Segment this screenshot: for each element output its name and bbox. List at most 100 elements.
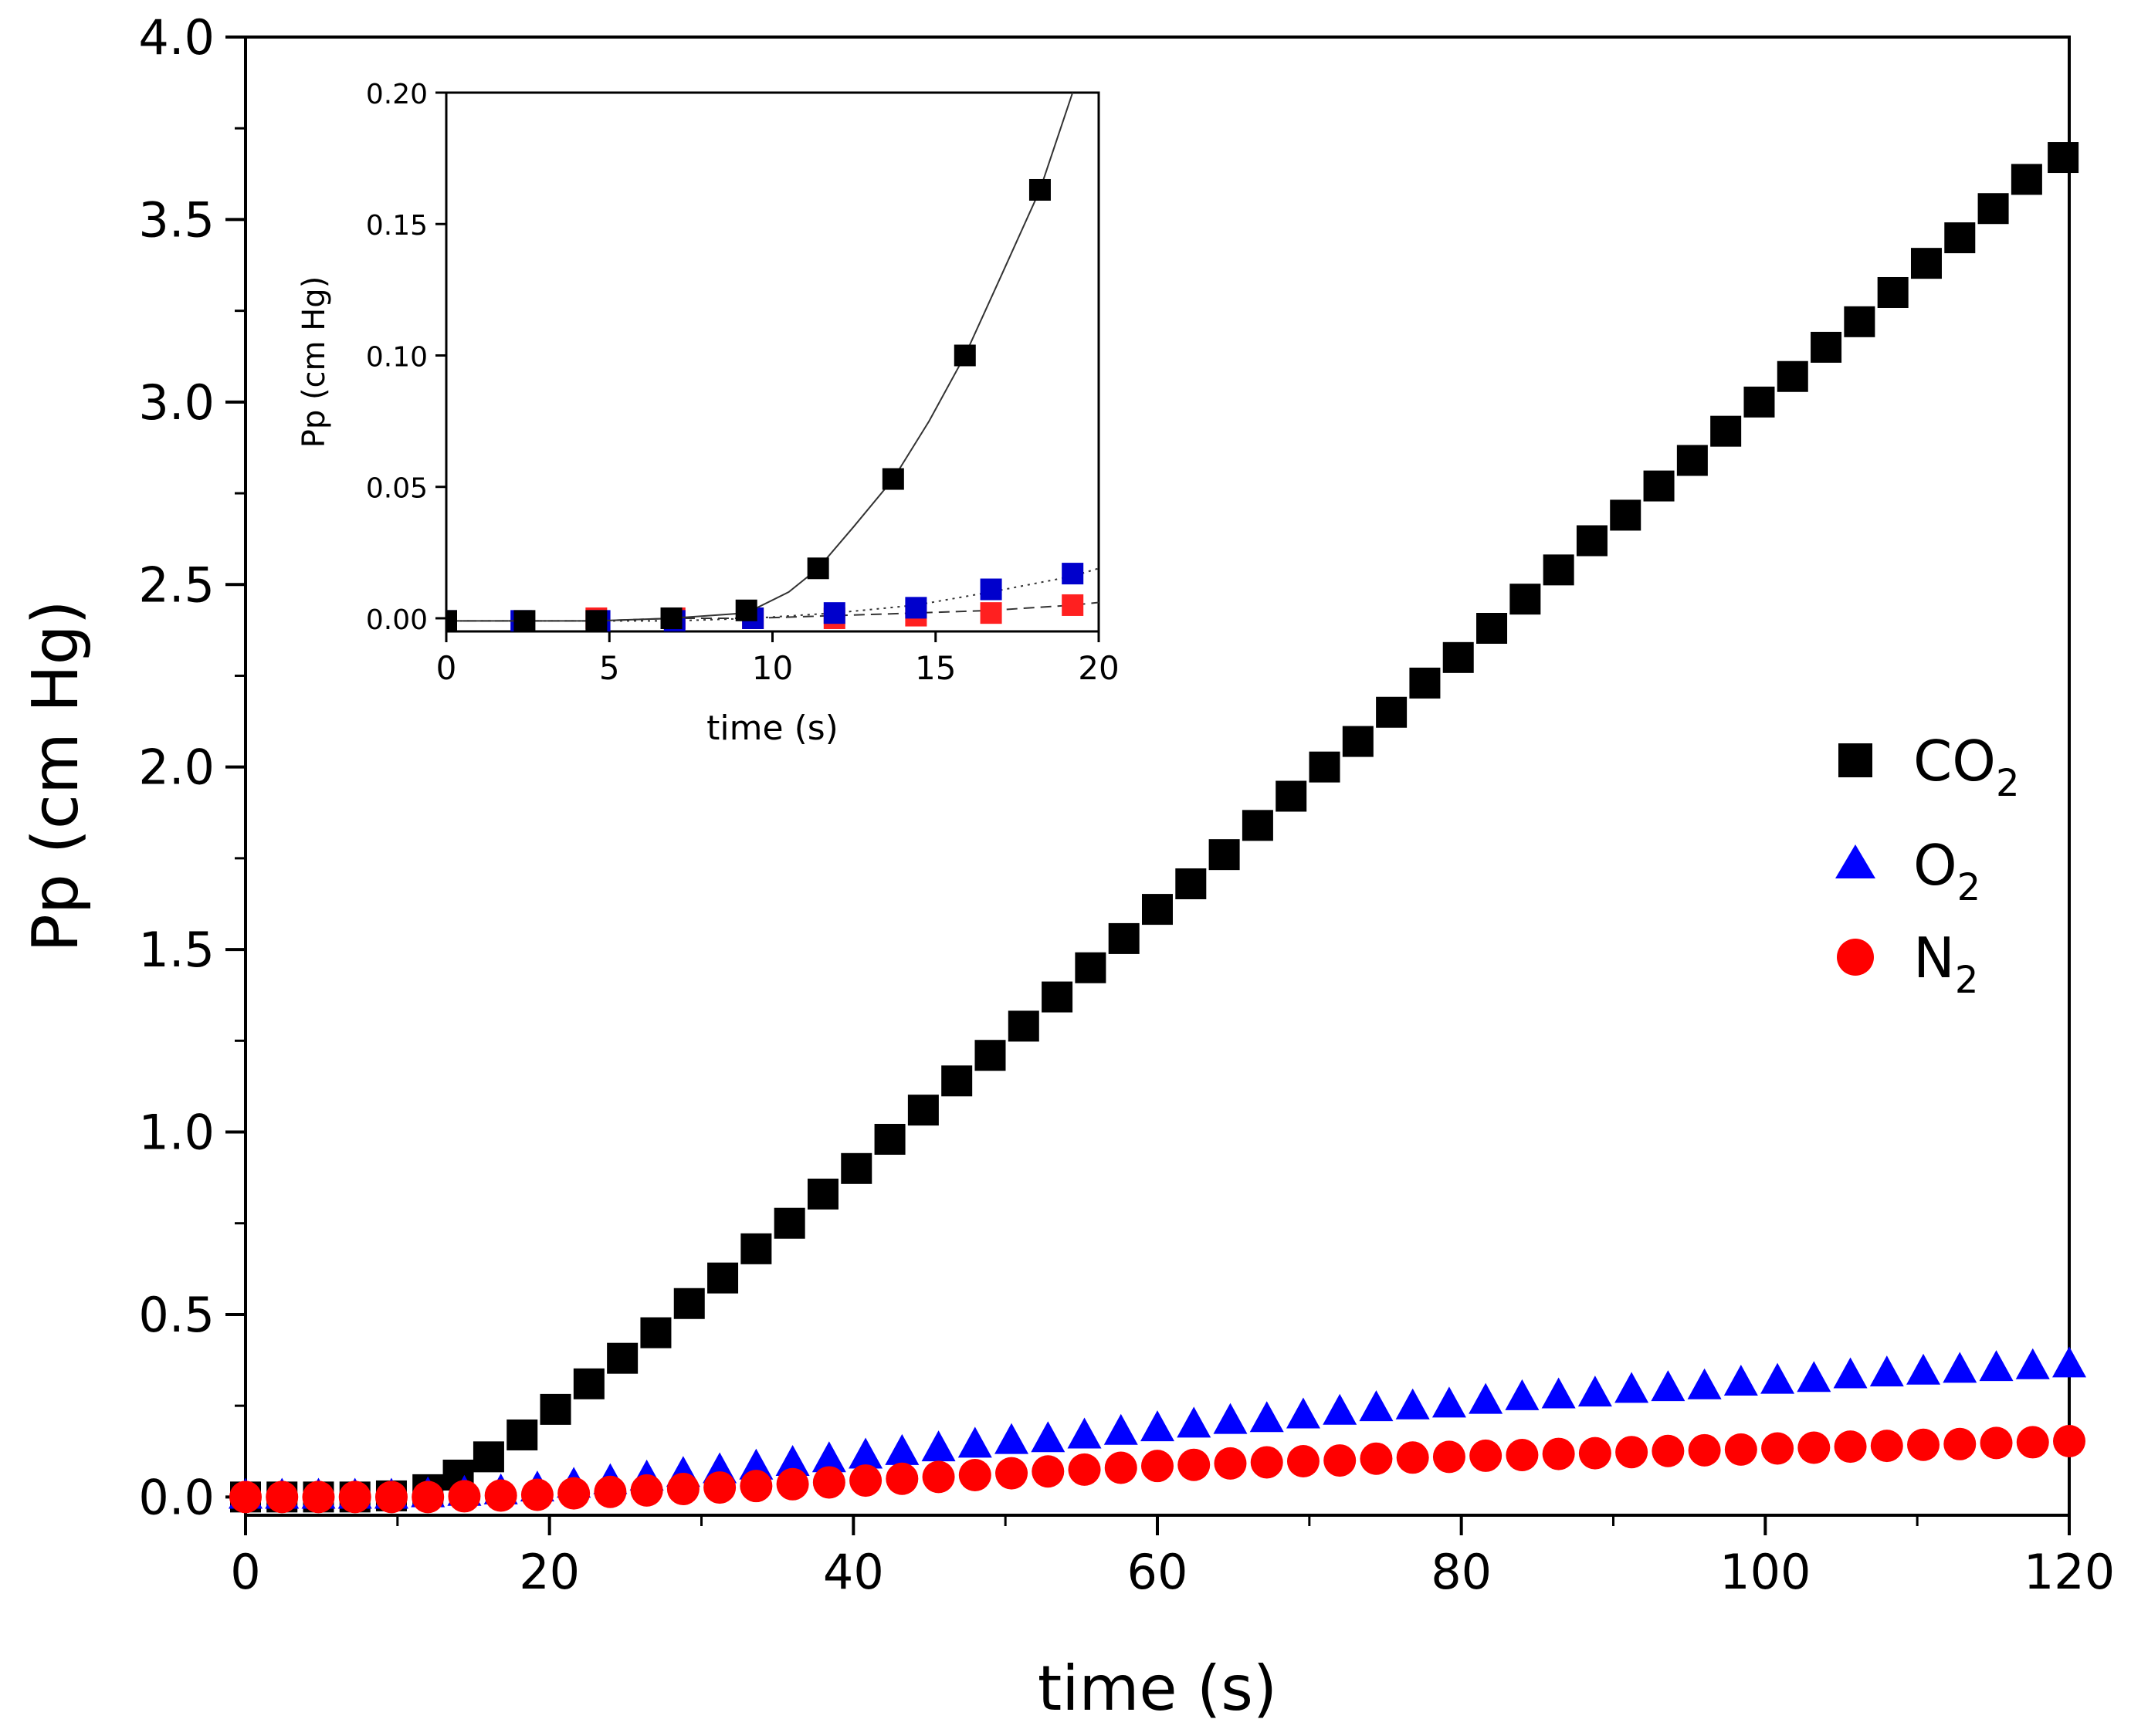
- legend-label-subscript: 2: [1957, 866, 1981, 909]
- o2-point: [1979, 1350, 2014, 1382]
- inset-co2-point: [735, 599, 757, 621]
- co2-point: [774, 1207, 805, 1239]
- y-tick-label: 2.0: [138, 739, 215, 796]
- y-tick-label: 4.0: [138, 9, 215, 66]
- co2-point: [1710, 415, 1742, 447]
- n2-point: [849, 1464, 883, 1497]
- o2-point: [1395, 1388, 1430, 1420]
- n2-point: [1068, 1453, 1101, 1486]
- o2-point: [885, 1433, 920, 1465]
- co2-point: [1977, 193, 2009, 225]
- co2-point: [573, 1368, 605, 1399]
- co2-point: [1208, 839, 1240, 871]
- n2-point: [1907, 1428, 1940, 1461]
- y-tick-label: 2.5: [138, 557, 215, 613]
- n2-point: [740, 1470, 773, 1503]
- series-n2: [229, 1425, 2085, 1514]
- n2-point: [1834, 1430, 1867, 1464]
- n2-point: [666, 1472, 700, 1505]
- n2-point: [448, 1480, 481, 1513]
- co2-point: [1242, 810, 1273, 841]
- co2-point: [673, 1288, 705, 1319]
- o2-point: [739, 1448, 774, 1480]
- legend-label-base: CO: [1913, 729, 1996, 794]
- o2-point: [1723, 1364, 1758, 1396]
- n2-point: [1250, 1446, 1283, 1479]
- co2-point: [1777, 360, 1808, 392]
- inset-y-tick-label: 0.05: [366, 473, 428, 505]
- co2-point: [2011, 164, 2042, 195]
- co2-point: [1811, 331, 1842, 363]
- co2-point: [1075, 952, 1106, 983]
- co2-point: [974, 1040, 1006, 1071]
- legend-label-subscript: 2: [1996, 762, 2020, 805]
- n2-point: [995, 1457, 1028, 1490]
- n2-point: [266, 1481, 299, 1514]
- n2-point: [2053, 1425, 2085, 1458]
- y-tick-label: 0.0: [138, 1469, 215, 1525]
- inset-o2-point: [980, 578, 1002, 601]
- co2-point: [1042, 981, 1073, 1013]
- x-tick-label: 60: [1127, 1544, 1188, 1600]
- co2-point: [640, 1317, 672, 1349]
- n2-point: [2016, 1426, 2049, 1459]
- n2-point: [958, 1458, 991, 1491]
- inset-n2-point: [1062, 594, 1084, 616]
- o2-point: [1797, 1361, 1831, 1393]
- o2-point: [2052, 1346, 2086, 1378]
- n2-point: [886, 1462, 919, 1495]
- co2-point: [1877, 276, 1909, 308]
- co2-point: [1108, 922, 1140, 954]
- n2-point: [1396, 1441, 1429, 1474]
- co2-point: [841, 1152, 872, 1184]
- inset-co2-point: [954, 344, 976, 367]
- co2-point: [506, 1419, 538, 1450]
- inset-x-tick-label: 10: [752, 649, 793, 687]
- n2-point: [557, 1477, 591, 1510]
- o2-point: [1943, 1352, 1977, 1383]
- x-tick-label: 80: [1431, 1544, 1492, 1600]
- n2-point: [374, 1481, 408, 1514]
- n2-point: [1980, 1426, 2013, 1460]
- o2-point: [1249, 1401, 1284, 1433]
- co2-point: [1576, 525, 1608, 557]
- co2-point: [1376, 696, 1408, 728]
- o2-point: [1651, 1370, 1685, 1402]
- n2-point: [776, 1467, 809, 1501]
- o2-point: [1505, 1379, 1540, 1410]
- co2-point: [607, 1342, 639, 1374]
- n2-point: [1943, 1427, 1977, 1460]
- y-tick-label: 3.5: [138, 191, 215, 248]
- co2-point: [1676, 445, 1708, 476]
- inset-plot: 0 5 10 15 20 0.00 0.05 0.10 0.15 0.20 time (s) Pp (…: [296, 79, 1120, 748]
- o2-point: [1577, 1376, 1612, 1407]
- n2-point: [1615, 1436, 1648, 1469]
- n2-point: [229, 1481, 262, 1514]
- co2-point: [1276, 780, 1307, 812]
- n2-point: [1688, 1433, 1721, 1467]
- o2-point: [849, 1437, 883, 1469]
- o2-point: [1833, 1357, 1868, 1389]
- o2-point: [1431, 1386, 1466, 1418]
- co2-point: [1008, 1010, 1039, 1042]
- co2-point: [1910, 248, 1942, 279]
- legend-label: O2: [1913, 833, 1980, 909]
- co2-point: [707, 1262, 739, 1294]
- o2-point: [811, 1441, 846, 1473]
- o2-point: [1359, 1390, 1394, 1422]
- legend-label: N2: [1913, 926, 1978, 1002]
- o2-point: [1760, 1362, 1795, 1394]
- x-tick-label: 120: [2024, 1544, 2115, 1600]
- co2-point: [1142, 894, 1173, 926]
- n2-point: [1797, 1431, 1831, 1464]
- n2-point: [484, 1479, 517, 1512]
- inset-co2-point: [513, 610, 536, 631]
- inset-y-tick-label: 0.20: [366, 79, 428, 110]
- inset-y-axis-title: Pp (cm Hg): [296, 276, 332, 448]
- x-tick-label: 40: [823, 1544, 884, 1600]
- inset-x-axis-title: time (s): [706, 709, 839, 748]
- inset-series-co2: [446, 93, 1074, 631]
- main-plot: 0 20 40 60 80 100 1200.00.51.01.52.02.53.03.54…: [19, 9, 2115, 1724]
- o2-point: [921, 1430, 956, 1462]
- n2-point: [703, 1471, 737, 1504]
